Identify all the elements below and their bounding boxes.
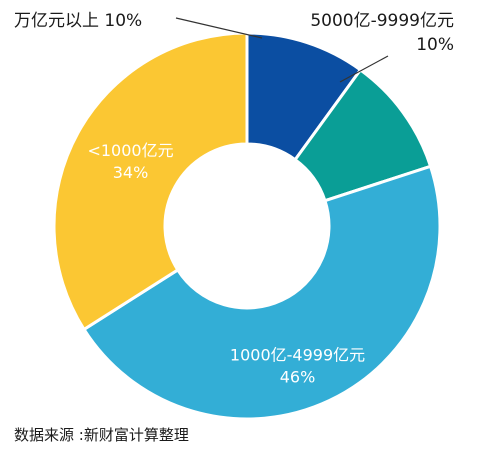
slice-2-label: 5000亿-9999亿元 <box>310 11 454 31</box>
slice-1-leader-line <box>175 17 263 39</box>
slice-4 <box>52 31 249 332</box>
donut-slices <box>52 31 442 421</box>
slice-4-label: <1000亿元 <box>87 141 173 160</box>
slice-3 <box>81 164 442 421</box>
slice-1-label: 万亿元以上 10% <box>14 11 142 31</box>
slice-3-percent: 46% <box>280 367 316 386</box>
slice-4-percent: 34% <box>113 163 149 182</box>
slice-labels: 万亿元以上 10% 5000亿-9999亿元 10% 1000亿-4999亿元 46% <… <box>14 11 454 386</box>
source-note: 数据来源 :新财富计算整理 <box>14 426 189 444</box>
slice-2-percent: 10% <box>416 35 454 55</box>
slice-3-label: 1000亿-4999亿元 <box>230 345 365 364</box>
slice-2-leader-line <box>339 55 389 83</box>
